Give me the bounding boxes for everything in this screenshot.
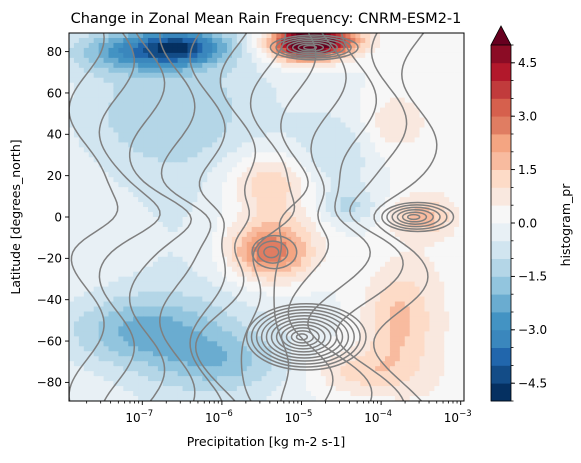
colorbar-segment — [491, 365, 511, 383]
y-tick-label: −60 — [37, 334, 62, 348]
colorbar: 4.5 3.0 1.5 0.0 −1.5 −3.0 −4.5 — [491, 26, 547, 401]
colorbar-segment — [491, 98, 511, 116]
colorbar-segment — [491, 63, 511, 81]
colorbar-tick-label: 3.0 — [518, 110, 537, 124]
x-tick-label: 10−3 — [444, 409, 472, 425]
y-tick-label: 80 — [47, 45, 62, 59]
colorbar-segment — [491, 134, 511, 152]
y-tick-label: 0 — [54, 210, 62, 224]
colorbar-segment — [491, 330, 511, 348]
colorbar-tick-label: −3.0 — [518, 323, 547, 337]
x-tick-label: 10−5 — [285, 409, 313, 425]
colorbar-segment — [491, 170, 511, 188]
x-axis: 10−7 10−6 10−5 10−4 10−3 — [87, 401, 472, 425]
colorbar-tick-label: 0.0 — [518, 216, 537, 230]
colorbar-segment — [491, 276, 511, 294]
y-tick-label: 60 — [47, 86, 62, 100]
y-tick-label: 40 — [47, 128, 62, 142]
colorbar-segment — [491, 312, 511, 330]
y-tick-label: −80 — [37, 376, 62, 390]
y-axis: 80 60 40 20 0 −20 −40 −60 −80 — [37, 45, 69, 390]
colorbar-segment — [491, 187, 511, 205]
colorbar-segment — [491, 45, 511, 63]
colorbar-segment — [491, 205, 511, 223]
colorbar-tick-label: 4.5 — [518, 56, 537, 70]
colorbar-segment — [491, 383, 511, 401]
colorbar-segment — [491, 259, 511, 277]
x-tick-label: 10−6 — [205, 409, 233, 425]
colorbar-segment — [491, 348, 511, 366]
colorbar-segment — [491, 223, 511, 241]
colorbar-label: histogram_pr — [558, 183, 573, 267]
y-axis-label: Latitude [degrees_north] — [8, 139, 23, 294]
colorbar-tick-label: −1.5 — [518, 270, 547, 284]
colorbar-tick-label: 1.5 — [518, 163, 537, 177]
colorbar-tick-label: −4.5 — [518, 377, 547, 391]
x-tick-label: 10−4 — [364, 409, 392, 425]
colorbar-segment — [491, 152, 511, 170]
y-tick-label: −40 — [37, 293, 62, 307]
y-tick-label: 20 — [47, 169, 62, 183]
colorbar-segment — [491, 294, 511, 312]
x-axis-label: Precipitation [kg m-2 s-1] — [187, 434, 346, 449]
colorbar-segment — [491, 116, 511, 134]
colorbar-segment — [491, 241, 511, 259]
chart-title: Change in Zonal Mean Rain Frequency: CNR… — [71, 11, 462, 27]
colorbar-segment — [491, 81, 511, 99]
x-tick-label: 10−7 — [125, 409, 153, 425]
y-tick-label: −20 — [37, 252, 62, 266]
colorbar-extend-max — [491, 26, 511, 45]
